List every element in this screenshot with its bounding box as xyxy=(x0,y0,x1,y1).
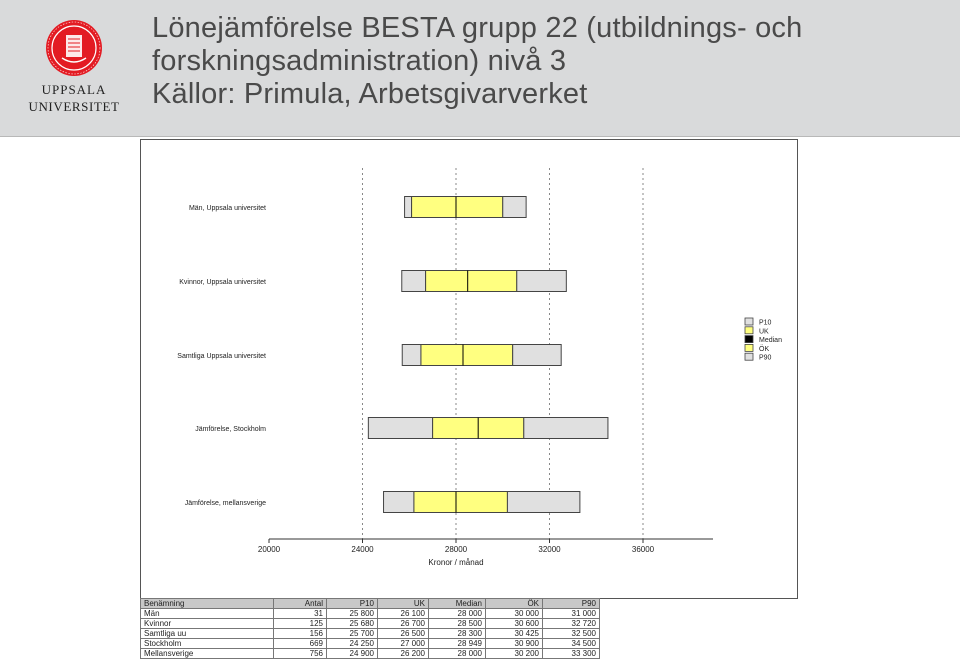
table-cell: 32 500 xyxy=(542,628,600,639)
table-cell: 156 xyxy=(273,628,327,639)
legend-label: Median xyxy=(759,337,782,344)
header: UPPSALA UNIVERSITET Lönejämförelse BESTA… xyxy=(0,0,960,137)
table-cell: 31 xyxy=(273,608,327,619)
table-cell: 28 949 xyxy=(428,638,486,649)
table-cell: Män xyxy=(140,608,274,619)
category-label: Män, Uppsala universitet xyxy=(189,205,266,212)
legend-swatch xyxy=(744,335,754,344)
table-cell: 26 100 xyxy=(377,608,429,619)
table-cell: 26 500 xyxy=(377,628,429,639)
table-cell: 125 xyxy=(273,618,327,629)
legend-swatch xyxy=(744,343,754,352)
table-cell: 25 700 xyxy=(326,628,378,639)
table-cell: 30 000 xyxy=(485,608,543,619)
uppsala-university-logo: UPPSALA UNIVERSITET xyxy=(28,20,119,114)
logo-line1: UPPSALA xyxy=(42,82,107,97)
title-line-3: Källor: Primula, Arbetsgivarverket xyxy=(152,78,588,110)
title-line-2: forskningsadministration) nivå 3 xyxy=(152,45,567,77)
chart-frame: 20000 24000 28000 32000 36000 Kronor / månad M… xyxy=(140,139,798,599)
legend-label: UK xyxy=(759,328,769,335)
box-p90-segment xyxy=(523,417,609,439)
table-cell: Samtliga uu xyxy=(140,628,274,639)
x-axis-label: Kronor / månad xyxy=(428,558,483,567)
title-line-1: Lönejämförelse BESTA grupp 22 (utbildnin… xyxy=(152,12,803,44)
table-cell: 24 250 xyxy=(326,638,378,649)
table-cell: 28 000 xyxy=(428,648,486,659)
table-header-cell: P10 xyxy=(326,598,378,609)
table-header-cell: P90 xyxy=(542,598,600,609)
table-row: Stockholm 669 24 250 27 000 28 949 30 900 34 5… xyxy=(140,638,600,649)
table-cell: 28 300 xyxy=(428,628,486,639)
table-cell: 26 200 xyxy=(377,648,429,659)
table-header-cell: UK xyxy=(377,598,429,609)
x-tick-label: 20000 xyxy=(258,545,281,554)
table-cell: 28 500 xyxy=(428,618,486,629)
legend-label: P90 xyxy=(759,355,772,362)
category-label: Samtliga Uppsala universitet xyxy=(177,353,266,360)
table-cell: 669 xyxy=(273,638,327,649)
logo-line2: UNIVERSITET xyxy=(28,99,119,114)
table-cell: Mellansverige xyxy=(140,648,274,659)
table-body: Män 31 25 800 26 100 28 000 30 000 31 000 Kvinn… xyxy=(140,608,600,659)
table-cell: 30 200 xyxy=(485,648,543,659)
table-cell: 25 680 xyxy=(326,618,378,629)
box-p90-segment xyxy=(512,344,562,366)
table-cell: Kvinnor xyxy=(140,618,274,629)
table-header-cell: Benämning xyxy=(140,598,274,609)
box-p10-segment xyxy=(401,270,427,292)
table-cell: 34 500 xyxy=(542,638,600,649)
category-label: Jämförelse, Stockholm xyxy=(195,426,266,433)
box-p10-segment xyxy=(404,196,413,218)
box-p90-segment xyxy=(516,270,567,292)
table-row: Kvinnor 125 25 680 26 700 28 500 30 600 32 720 xyxy=(140,618,600,629)
x-tick-label: 28000 xyxy=(445,545,468,554)
box-iqr-segment xyxy=(411,196,504,218)
category-label: Kvinnor, Uppsala universitet xyxy=(179,279,266,286)
x-tick-label: 32000 xyxy=(538,545,561,554)
category-label: Jämförelse, mellansverige xyxy=(185,500,266,507)
legend-swatch xyxy=(744,326,754,335)
legend-swatch xyxy=(744,317,754,326)
table-cell: 25 800 xyxy=(326,608,378,619)
table-cell: 30 425 xyxy=(485,628,543,639)
table-header-row: Benämning Antal P10 UK Median ÖK P90 xyxy=(140,598,600,609)
salary-table: Benämning Antal P10 UK Median ÖK P90 Män 31 25 8… xyxy=(140,598,600,659)
table-row: Mellansverige 756 24 900 26 200 28 000 30 200… xyxy=(140,648,600,659)
table-cell: Stockholm xyxy=(140,638,274,649)
table-cell: 31 000 xyxy=(542,608,600,619)
table-cell: 32 720 xyxy=(542,618,600,629)
table-cell: 27 000 xyxy=(377,638,429,649)
box-iqr-segment xyxy=(425,270,518,292)
table-row: Samtliga uu 156 25 700 26 500 28 300 30 425 32… xyxy=(140,628,600,639)
x-tick-label: 24000 xyxy=(351,545,374,554)
box-p10-segment xyxy=(401,344,422,366)
legend-label: ÖK xyxy=(759,345,769,353)
box-iqr-segment xyxy=(413,491,508,513)
table-cell: 24 900 xyxy=(326,648,378,659)
box-p90-segment xyxy=(502,196,527,218)
x-tick-label: 36000 xyxy=(632,545,655,554)
table-cell: 26 700 xyxy=(377,618,429,629)
table-header-cell: ÖK xyxy=(485,598,543,609)
legend-label: P10 xyxy=(759,320,772,327)
table-row: Män 31 25 800 26 100 28 000 30 000 31 000 xyxy=(140,608,600,619)
page-title: Lönejämförelse BESTA grupp 22 (utbildnin… xyxy=(152,12,802,111)
table-cell: 756 xyxy=(273,648,327,659)
table-cell: 30 600 xyxy=(485,618,543,629)
table-cell: 30 900 xyxy=(485,638,543,649)
box-p90-segment xyxy=(506,491,581,513)
box-iqr-segment xyxy=(420,344,514,366)
table-cell: 28 000 xyxy=(428,608,486,619)
legend-swatch xyxy=(744,352,754,361)
table-cell: 33 300 xyxy=(542,648,600,659)
table-header-cell: Antal xyxy=(273,598,327,609)
table-header-cell: Median xyxy=(428,598,486,609)
box-p10-segment xyxy=(383,491,415,513)
box-p10-segment xyxy=(367,417,434,439)
salary-boxplot-chart: 20000 24000 28000 32000 36000 Kronor / månad M… xyxy=(177,168,782,567)
